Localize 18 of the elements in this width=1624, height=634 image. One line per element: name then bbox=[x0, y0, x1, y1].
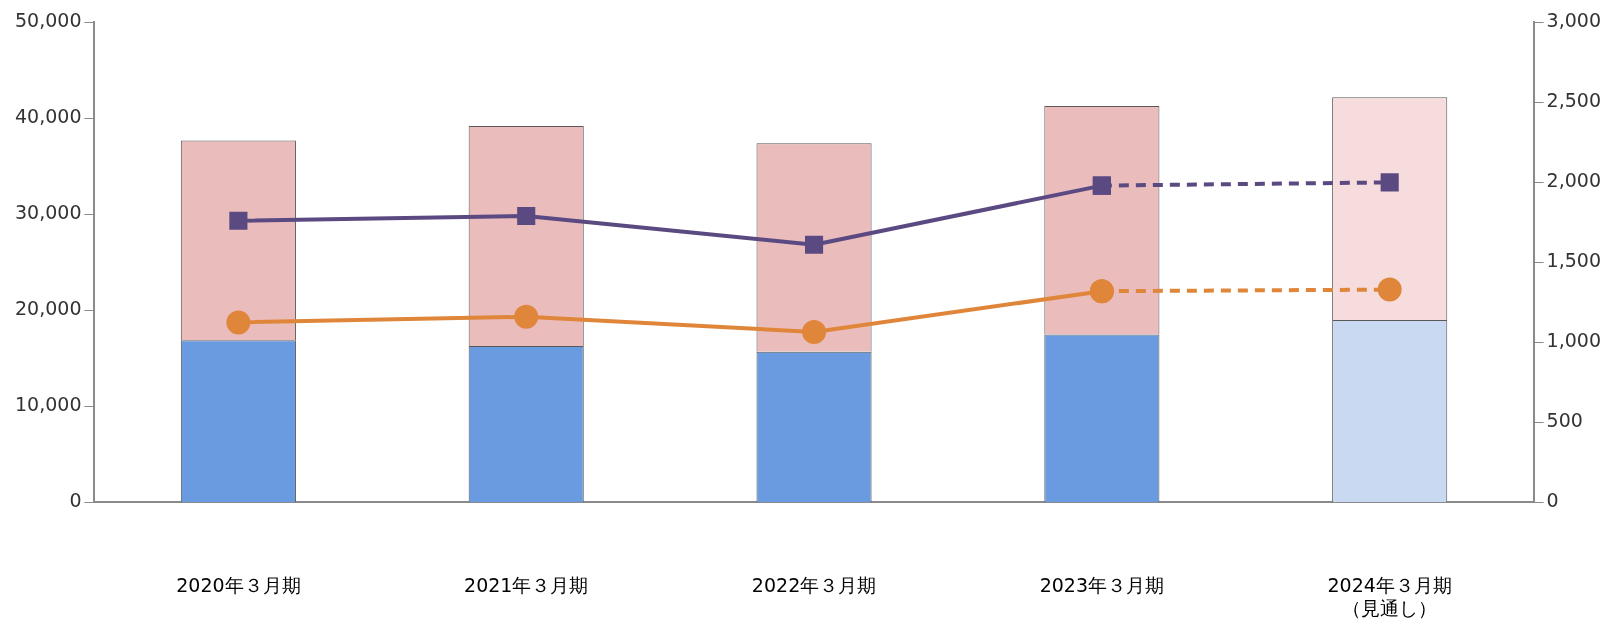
y2-tick-label: 2,000 bbox=[1546, 169, 1602, 192]
y2-tick-label: 0 bbox=[1546, 489, 1559, 512]
y2-tick-label: 1,500 bbox=[1546, 249, 1602, 272]
y-tick-label: 0 bbox=[69, 489, 82, 512]
x-tick-label: 2022年３月期 bbox=[751, 573, 877, 596]
y-tick-label: 10,000 bbox=[15, 393, 82, 416]
x-tick-label: 2020年３月期 bbox=[176, 573, 301, 596]
y-tick-label: 40,000 bbox=[15, 105, 82, 128]
x-tick-label: 2021年３月期 bbox=[464, 573, 589, 596]
y2-tick-label: 500 bbox=[1546, 409, 1583, 432]
y2-tick-label: 1,000 bbox=[1546, 329, 1602, 352]
x-tick-label: 2024年３月期（見通し） bbox=[1327, 573, 1452, 619]
y-tick-label: 30,000 bbox=[15, 201, 82, 224]
y2-tick-label: 2,500 bbox=[1546, 89, 1602, 112]
y-tick-label: 20,000 bbox=[15, 297, 82, 320]
y-tick-label: 50,000 bbox=[15, 9, 82, 32]
y2-tick-label: 3,000 bbox=[1546, 9, 1602, 32]
x-tick-label: 2023年３月期 bbox=[1039, 573, 1165, 596]
